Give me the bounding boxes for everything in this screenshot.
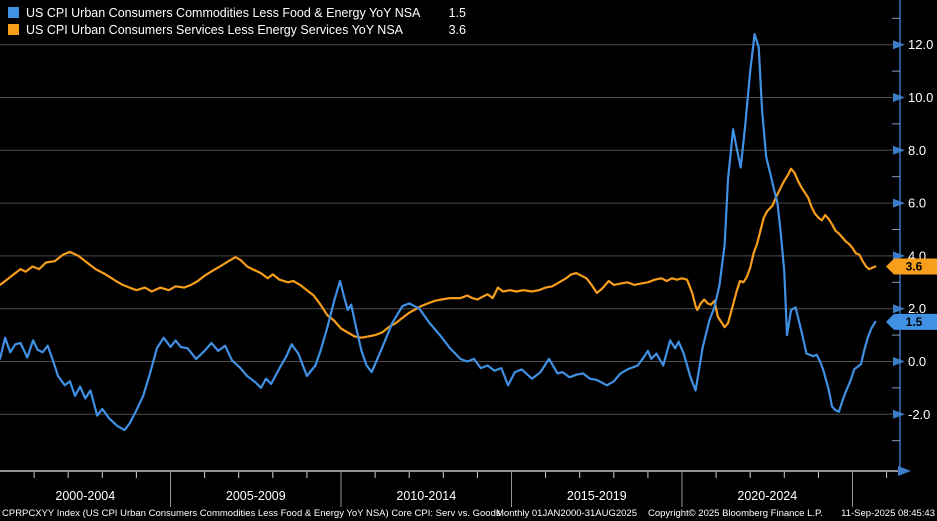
last-value-badge-blue: 1.5 (886, 313, 937, 330)
last-value-badge-orange: 3.6 (886, 258, 937, 275)
y-tick-label: 0.0 (908, 354, 926, 369)
y-axis: 12.010.08.06.04.02.00.0-2.0 (892, 0, 933, 471)
legend-label-services: US CPI Urban Consumers Services Less Ene… (26, 22, 404, 37)
status-bar: CPRPCXYY Index (US CPI Urban Consumers C… (0, 507, 937, 521)
period-range-label: Monthly 01JAN2000-31AUG2025 (496, 508, 638, 519)
x-band-label: 2015-2019 (567, 489, 627, 503)
chart-plot-area[interactable]: 2000-2004 2005-2009 2010-2014 2015-2019 2020… (0, 0, 937, 507)
x-band-label: 2020-2024 (737, 489, 797, 503)
x-axis: 2000-2004 2005-2009 2010-2014 2015-2019 2020… (0, 466, 911, 507)
legend-value-commodities: 1.5 (448, 5, 466, 20)
copyright-label: Copyright© 2025 Bloomberg Finance L.P. (648, 508, 823, 519)
y-tick-label: 8.0 (908, 143, 926, 158)
timestamp-label: 11-Sep-2025 08:45:43 (841, 508, 935, 519)
y-tick-label: -2.0 (908, 407, 930, 422)
y-tick-label: 6.0 (908, 196, 926, 211)
legend-item-services[interactable]: US CPI Urban Consumers Services Less Ene… (4, 21, 466, 38)
legend-value-services: 3.6 (448, 22, 466, 37)
legend-swatch-blue-icon (8, 7, 19, 18)
x-band-label: 2000-2004 (55, 489, 115, 503)
y-gridlines (0, 44, 900, 415)
legend-swatch-orange-icon (8, 24, 19, 35)
badge-value: 3.6 (906, 260, 923, 274)
badge-value: 1.5 (906, 315, 923, 329)
x-band-label: 2005-2009 (226, 489, 286, 503)
chart-legend: US CPI Urban Consumers Commodities Less … (4, 4, 466, 38)
y-tick-label: 10.0 (908, 90, 933, 105)
series-line-orange[interactable] (0, 167, 877, 339)
legend-label-commodities: US CPI Urban Consumers Commodities Less … (26, 5, 421, 20)
ticker-description: CPRPCXYY Index (US CPI Urban Consumers C… (2, 508, 501, 519)
x-band-label: 2010-2014 (396, 489, 456, 503)
y-tick-label: 2.0 (908, 301, 926, 316)
y-tick-label: 12.0 (908, 37, 933, 52)
series-line-blue[interactable] (0, 32, 877, 432)
legend-item-commodities[interactable]: US CPI Urban Consumers Commodities Less … (4, 4, 466, 21)
